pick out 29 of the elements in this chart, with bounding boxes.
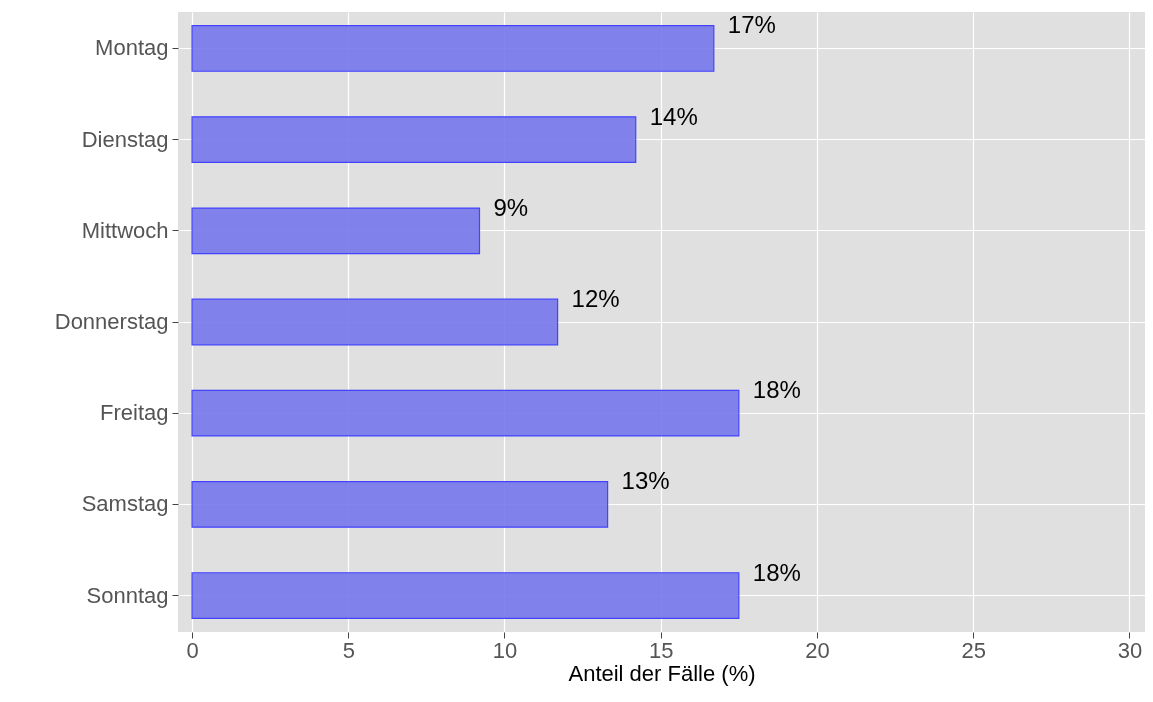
data-label: 17% (727, 11, 776, 39)
x-axis-title: Anteil der Fälle (%) (568, 660, 756, 686)
x-tick-label: 15 (648, 637, 674, 663)
y-tick-label: Dienstag (81, 126, 169, 152)
bar (191, 25, 715, 72)
x-tick-label: 30 (1117, 637, 1143, 663)
data-label: 12% (571, 285, 620, 312)
bar (191, 480, 609, 528)
bar (191, 207, 481, 255)
y-tick-label: Sonntag (86, 582, 169, 608)
data-label: 18% (752, 558, 801, 586)
y-tick-label: Montag (95, 35, 169, 61)
data-label: 18% (752, 376, 801, 404)
y-tick-label: Freitag (100, 400, 169, 426)
data-label: 14% (649, 102, 698, 130)
x-tick-label: 20 (805, 637, 830, 663)
bar (191, 572, 740, 619)
bar (191, 298, 559, 346)
x-tick-label: 0 (186, 637, 199, 663)
x-tick-label: 10 (492, 637, 518, 663)
x-tick-label: 25 (961, 637, 986, 663)
bar (191, 389, 740, 437)
data-label: 9% (493, 193, 529, 221)
y-tick-label: Donnerstag (54, 309, 169, 334)
bar (191, 116, 637, 164)
x-tick-label: 5 (342, 637, 355, 663)
y-tick-label: Samstag (81, 491, 169, 517)
data-label: 13% (621, 467, 670, 495)
y-tick-label: Mittwoch (81, 217, 169, 243)
